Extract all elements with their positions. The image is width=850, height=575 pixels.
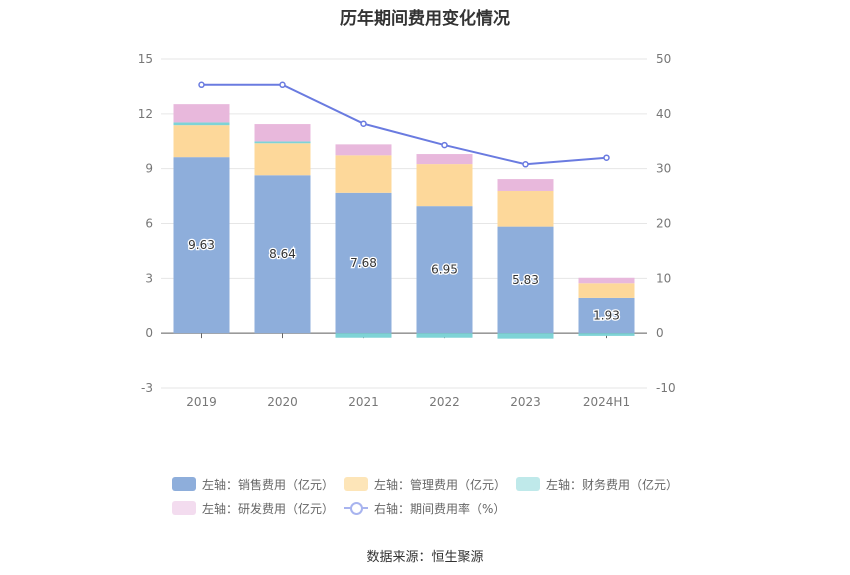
x-tick-label: 2023 — [510, 395, 541, 409]
rate-point — [198, 81, 205, 89]
x-tick-label: 2022 — [429, 395, 460, 409]
rate-point — [441, 141, 448, 149]
legend-line-rate-icon — [344, 501, 368, 515]
bar-sales — [173, 157, 230, 334]
y-left-tick-label: 6 — [145, 217, 153, 231]
legend-item-mgmt[interactable]: 左轴：管理费用（亿元） — [344, 476, 516, 493]
y-right-tick-label: 0 — [656, 326, 664, 340]
bar-rnd — [497, 179, 554, 191]
y-left-tick-label: 3 — [145, 271, 153, 285]
rate-point — [603, 154, 610, 161]
bar-mgmt — [578, 283, 635, 298]
bar-value-label: 5.83 — [512, 273, 539, 287]
legend-swatch-sales — [172, 477, 196, 491]
bar-value-label: 8.64 — [269, 247, 296, 261]
bar-sales — [335, 192, 392, 334]
bar-sales — [416, 206, 473, 334]
legend-swatch-mgmt — [344, 477, 368, 491]
y-right-tick-label: 50 — [656, 52, 671, 66]
bar-mgmt — [497, 190, 554, 227]
bar-value-label: 6.95 — [431, 263, 458, 277]
y-left-tick-label: 12 — [138, 107, 153, 121]
chart-title: 历年期间费用变化情况 — [340, 9, 510, 29]
bar-rnd — [578, 277, 635, 284]
bar-sales — [254, 175, 311, 334]
x-tick-label: 2021 — [348, 395, 379, 409]
legend-swatch-rnd — [172, 501, 196, 515]
rate-point — [279, 81, 286, 89]
data-source: 数据来源：恒生聚源 — [366, 550, 484, 565]
bar-rnd — [173, 104, 230, 123]
y-left-tick-label: 15 — [138, 52, 153, 66]
bar-rnd — [254, 124, 311, 142]
bar-value-label: 1.93 — [593, 309, 620, 323]
rate-point — [360, 120, 367, 127]
bar-finance — [578, 333, 635, 336]
bar-finance — [416, 333, 473, 338]
x-tick-label: 2019 — [186, 395, 217, 409]
y-right-tick-label: 20 — [656, 217, 671, 231]
legend-label-rate: 右轴：期间费用率（%） — [374, 501, 506, 516]
bar-rnd — [335, 144, 392, 156]
legend-item-finance[interactable]: 左轴：财务费用（亿元） — [516, 476, 688, 493]
legend-swatch-finance — [516, 477, 540, 491]
bar-value-label: 9.63 — [188, 238, 215, 252]
x-tick-label: 2020 — [267, 395, 298, 409]
bar-value-label: 7.68 — [350, 256, 377, 270]
bar-finance — [335, 333, 392, 338]
bar-mgmt — [335, 155, 392, 193]
bar-finance — [254, 141, 311, 144]
legend-item-rate[interactable]: 右轴：期间费用率（%） — [344, 500, 516, 517]
bar-finance — [497, 333, 554, 339]
y-right-tick-label: -10 — [656, 381, 676, 395]
y-left-tick-label: 9 — [145, 162, 153, 176]
bar-finance — [173, 122, 230, 126]
x-tick-label: 2024H1 — [583, 395, 630, 409]
rate-point — [522, 161, 529, 168]
bar-rnd — [416, 154, 473, 165]
y-right-tick-label: 40 — [656, 107, 671, 121]
bar-sales — [578, 297, 635, 334]
bar-mgmt — [254, 143, 311, 176]
rate-line — [201, 83, 607, 166]
y-right-tick-label: 10 — [656, 271, 671, 285]
legend-label-mgmt: 左轴：管理费用（亿元） — [374, 477, 507, 492]
y-left-tick-label: 0 — [145, 326, 153, 340]
y-left-tick-label: -3 — [141, 381, 153, 395]
chart-legend: 左轴：销售费用（亿元） 左轴：管理费用（亿元） 左轴：财务费用（亿元） 左轴：研… — [172, 472, 692, 520]
y-right-tick-label: 30 — [656, 162, 671, 176]
legend-label-rnd: 左轴：研发费用（亿元） — [202, 501, 335, 516]
legend-label-sales: 左轴：销售费用（亿元） — [202, 477, 335, 492]
legend-item-rnd[interactable]: 左轴：研发费用（亿元） — [172, 500, 344, 517]
bar-sales — [497, 226, 554, 334]
bar-mgmt — [173, 125, 230, 158]
legend-item-sales[interactable]: 左轴：销售费用（亿元） — [172, 476, 344, 493]
legend-label-finance: 左轴：财务费用（亿元） — [546, 477, 679, 492]
bar-mgmt — [416, 164, 473, 207]
